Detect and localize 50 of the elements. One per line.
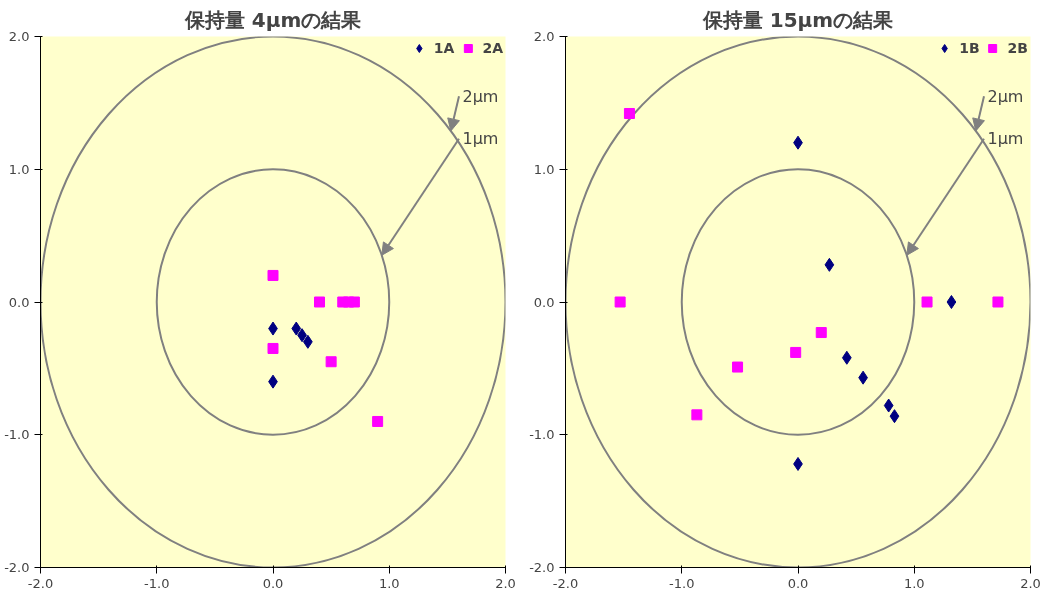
x-tick-label: 2.0 xyxy=(1020,575,1041,591)
y-tick-label: -1.0 xyxy=(529,427,555,443)
point xyxy=(883,398,894,413)
point xyxy=(372,415,384,427)
x-tick-label: 0.0 xyxy=(787,575,809,591)
point xyxy=(732,361,744,373)
point xyxy=(992,296,1004,308)
point xyxy=(314,296,325,308)
y-tick-label: -2.0 xyxy=(529,560,555,575)
y-tick-label: 0.0 xyxy=(8,294,30,310)
point xyxy=(921,296,933,308)
legend-label: 1B xyxy=(959,40,980,56)
x-tick-label: -1.0 xyxy=(144,575,170,591)
legend-label: 2A xyxy=(482,40,503,56)
point xyxy=(325,356,337,368)
x-tick-label: 1.0 xyxy=(378,575,400,591)
point xyxy=(790,346,802,358)
point xyxy=(946,295,957,309)
point xyxy=(291,321,302,336)
point xyxy=(267,269,279,281)
x-tick-label: -1.0 xyxy=(669,575,695,591)
legend-label: 2B xyxy=(1007,40,1028,56)
point xyxy=(623,108,635,119)
y-tick-label: 2.0 xyxy=(8,29,30,44)
legend-label: 1A xyxy=(433,40,455,56)
point xyxy=(691,409,703,421)
point xyxy=(889,409,900,424)
x-tick-label: -2.0 xyxy=(552,575,579,591)
annotation: 2μm xyxy=(462,86,499,106)
annotation: 1μm xyxy=(462,129,499,149)
point xyxy=(267,342,279,354)
x-tick-label: -2.0 xyxy=(27,575,54,591)
point xyxy=(841,350,852,365)
y-tick-label: -2.0 xyxy=(4,560,30,575)
y-tick-label: 2.0 xyxy=(533,29,555,44)
x-tick-label: 2.0 xyxy=(495,575,516,591)
chart-title: 保持量 15μmの結果 xyxy=(701,7,895,32)
chart-title: 保持量 4μmの結果 xyxy=(183,7,363,32)
annotation: 1μm xyxy=(987,129,1024,149)
point xyxy=(348,296,360,308)
point xyxy=(614,296,626,308)
y-tick-label: 1.0 xyxy=(533,161,555,177)
x-tick-label: 1.0 xyxy=(903,575,925,591)
y-tick-label: -1.0 xyxy=(4,427,30,443)
y-tick-label: 1.0 xyxy=(8,161,30,177)
x-tick-label: 0.0 xyxy=(262,575,284,591)
point xyxy=(824,257,835,272)
annotation: 2μm xyxy=(987,86,1024,106)
y-tick-label: 0.0 xyxy=(533,294,555,310)
point xyxy=(815,327,827,339)
